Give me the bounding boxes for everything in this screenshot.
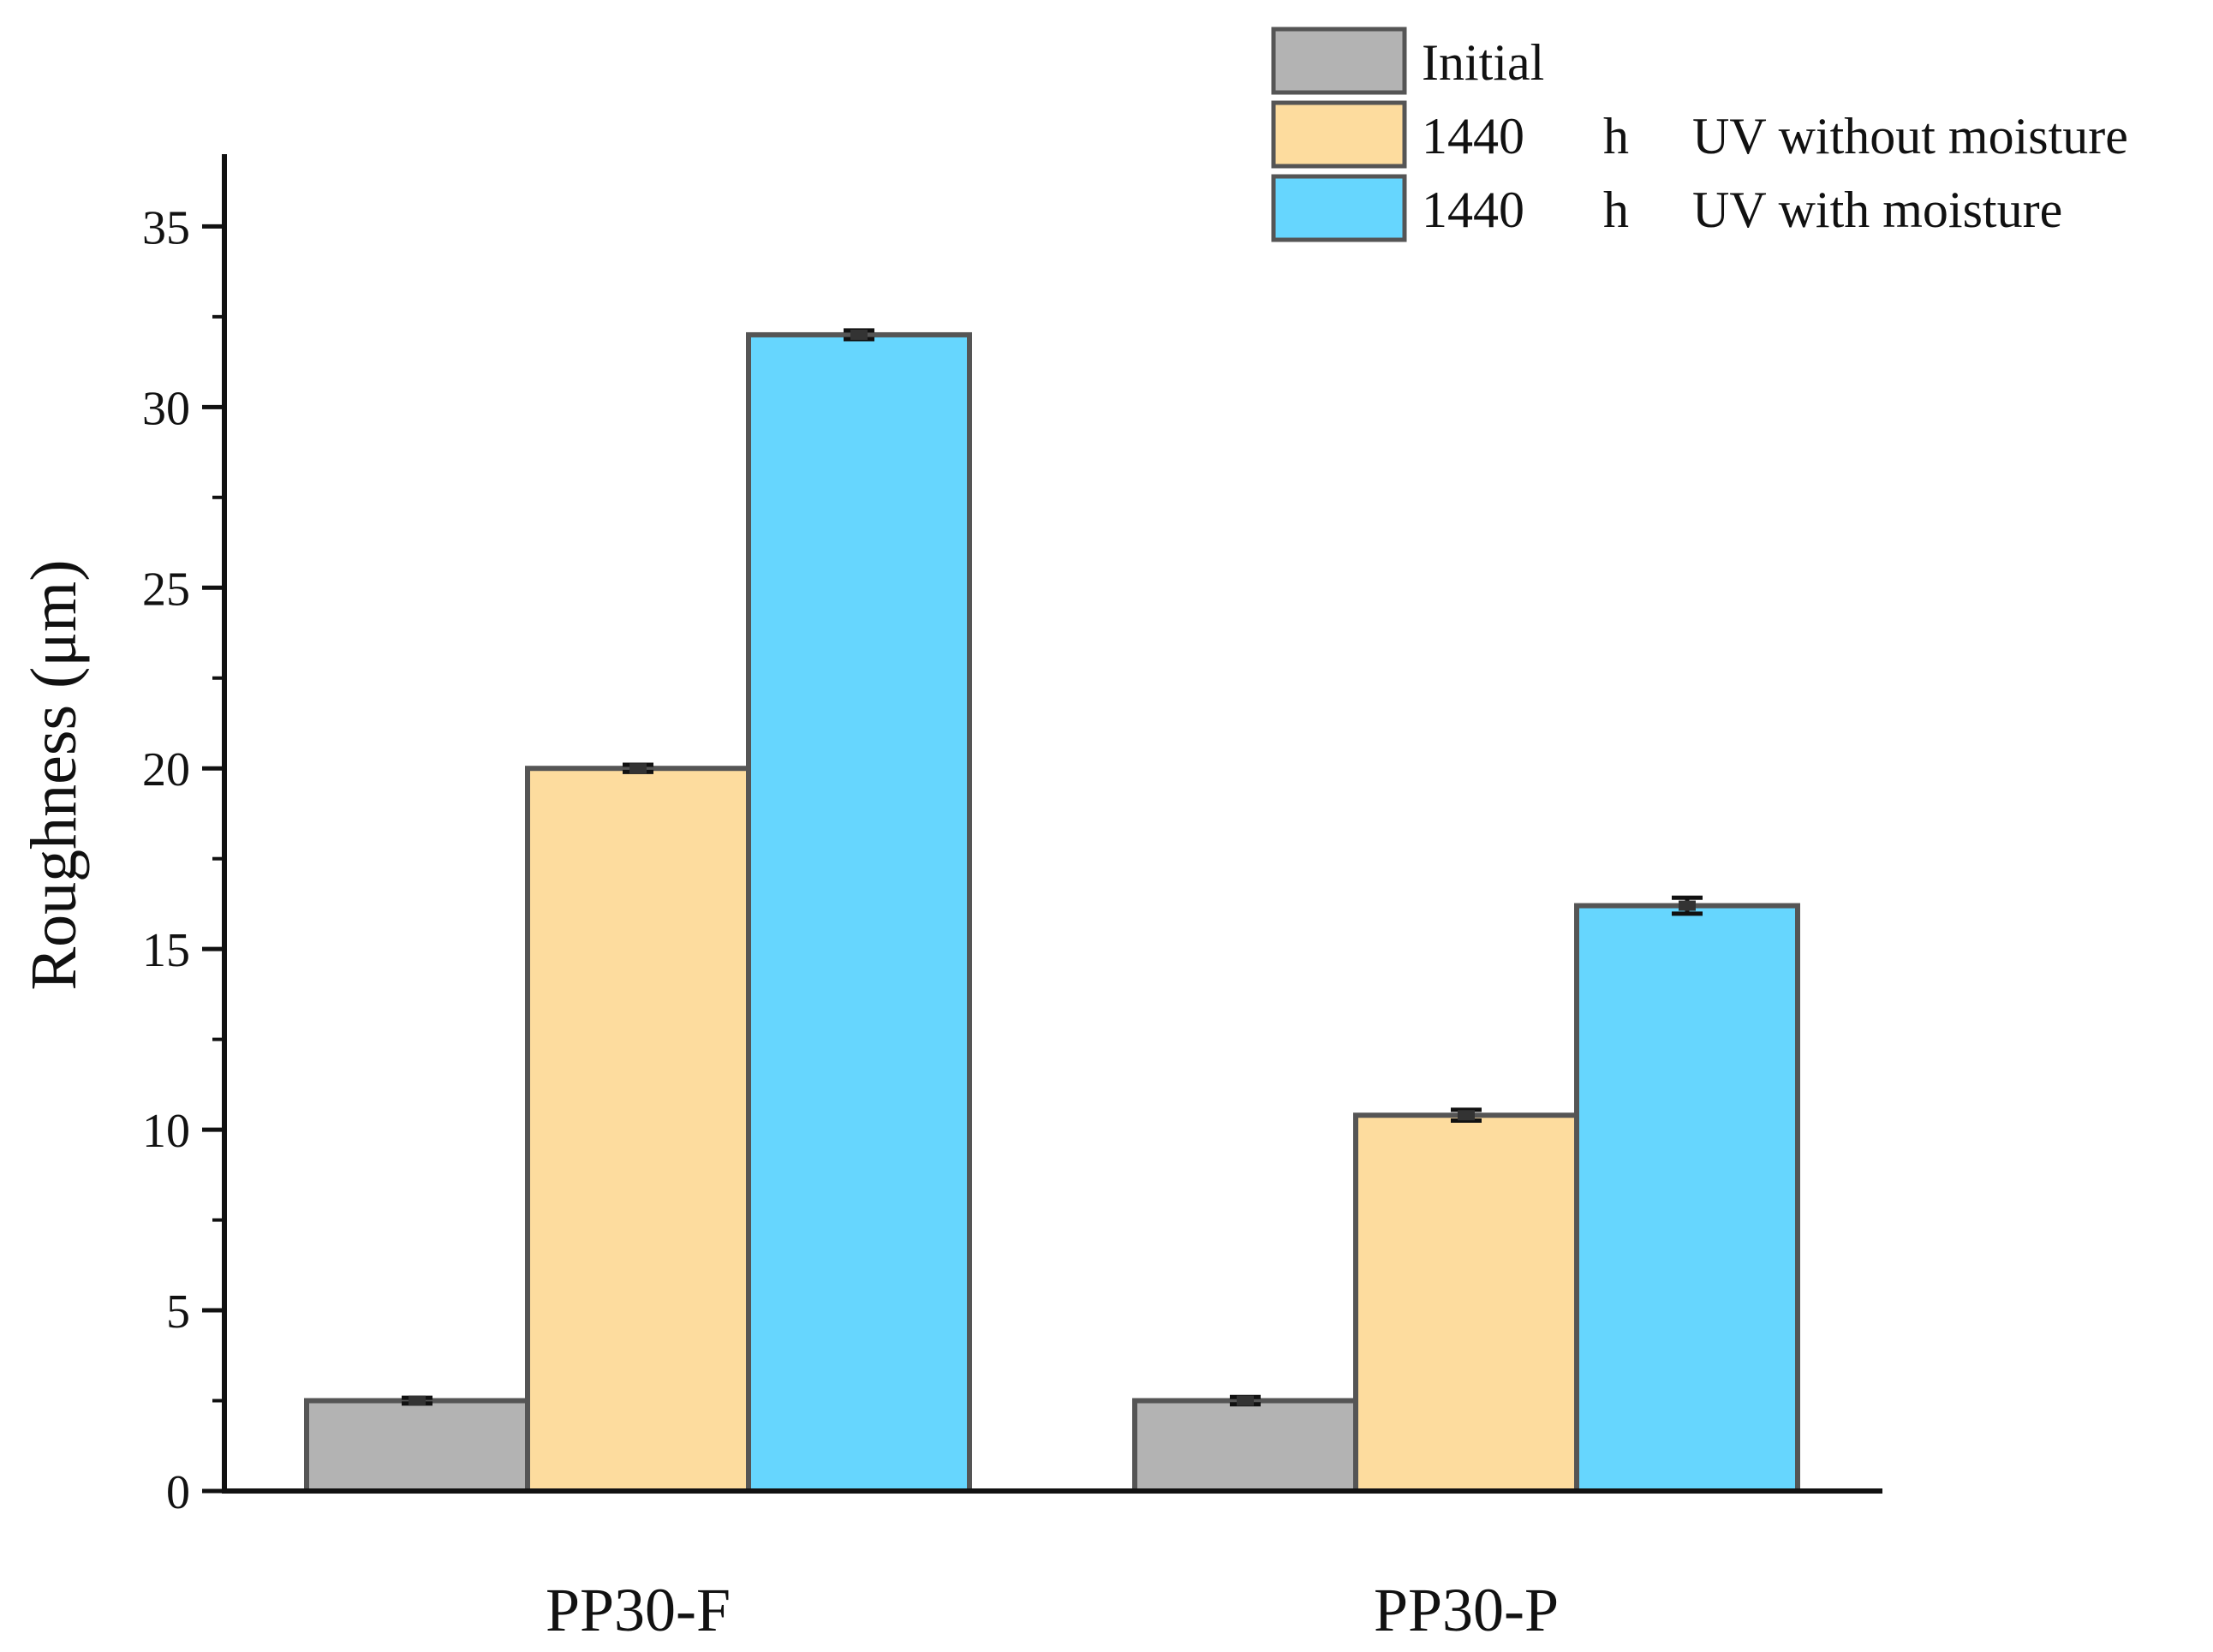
bars-layer bbox=[304, 331, 1800, 1494]
legend-swatch bbox=[1271, 174, 1407, 242]
legend-label: Initial bbox=[1422, 34, 1544, 91]
y-ticks: 0 5 10 15 20 25 30 35 bbox=[142, 201, 224, 1519]
y-tick-label: 15 bbox=[142, 924, 190, 977]
legend-label: UV without moisture bbox=[1692, 108, 2128, 164]
bar-pp30-p-series-3 bbox=[1574, 903, 1800, 1494]
legend-label: h bbox=[1603, 108, 1629, 164]
errorbars-layer bbox=[402, 328, 1703, 1407]
y-tick-label: 30 bbox=[142, 382, 190, 435]
y-tick-label: 5 bbox=[166, 1285, 190, 1339]
bar-pp30-f-series-1 bbox=[304, 1398, 530, 1494]
bar-pp30-p-series-2 bbox=[1353, 1112, 1579, 1494]
y-tick-label: 25 bbox=[142, 563, 190, 616]
legend-label: 1440 bbox=[1422, 108, 1524, 164]
errorbar-center bbox=[1679, 900, 1696, 911]
y-tick-label: 10 bbox=[142, 1105, 190, 1158]
bar-pp30-f-series-3 bbox=[746, 331, 972, 1494]
errorbar-center bbox=[1237, 1395, 1254, 1406]
legend-label: h bbox=[1603, 182, 1629, 238]
y-tick-label: 0 bbox=[166, 1466, 190, 1519]
errorbar-center bbox=[1458, 1110, 1475, 1121]
axes-layer bbox=[222, 154, 1882, 1494]
bar-pp30-p-series-1 bbox=[1132, 1398, 1358, 1494]
legend-label: 1440 bbox=[1422, 182, 1524, 238]
legend: Initial 1440 h UV without moisture 1440 h UV w… bbox=[1271, 27, 2128, 242]
x-category-label: PP30-F bbox=[546, 1576, 731, 1644]
errorbar-center bbox=[629, 763, 647, 774]
legend-label: UV with moisture bbox=[1692, 182, 2062, 238]
y-tick-label: 20 bbox=[142, 743, 190, 796]
errorbar-center bbox=[409, 1395, 426, 1406]
y-axis-title: Roughness (μm) bbox=[18, 559, 90, 990]
legend-swatch bbox=[1271, 27, 1407, 95]
y-tick-label: 35 bbox=[142, 201, 190, 254]
bar-pp30-f-series-2 bbox=[525, 766, 751, 1494]
legend-swatch bbox=[1271, 100, 1407, 169]
errorbar-center bbox=[850, 329, 868, 340]
x-category-label: PP30-P bbox=[1374, 1576, 1559, 1644]
x-category-labels: PP30-F PP30-P bbox=[546, 1576, 1559, 1644]
